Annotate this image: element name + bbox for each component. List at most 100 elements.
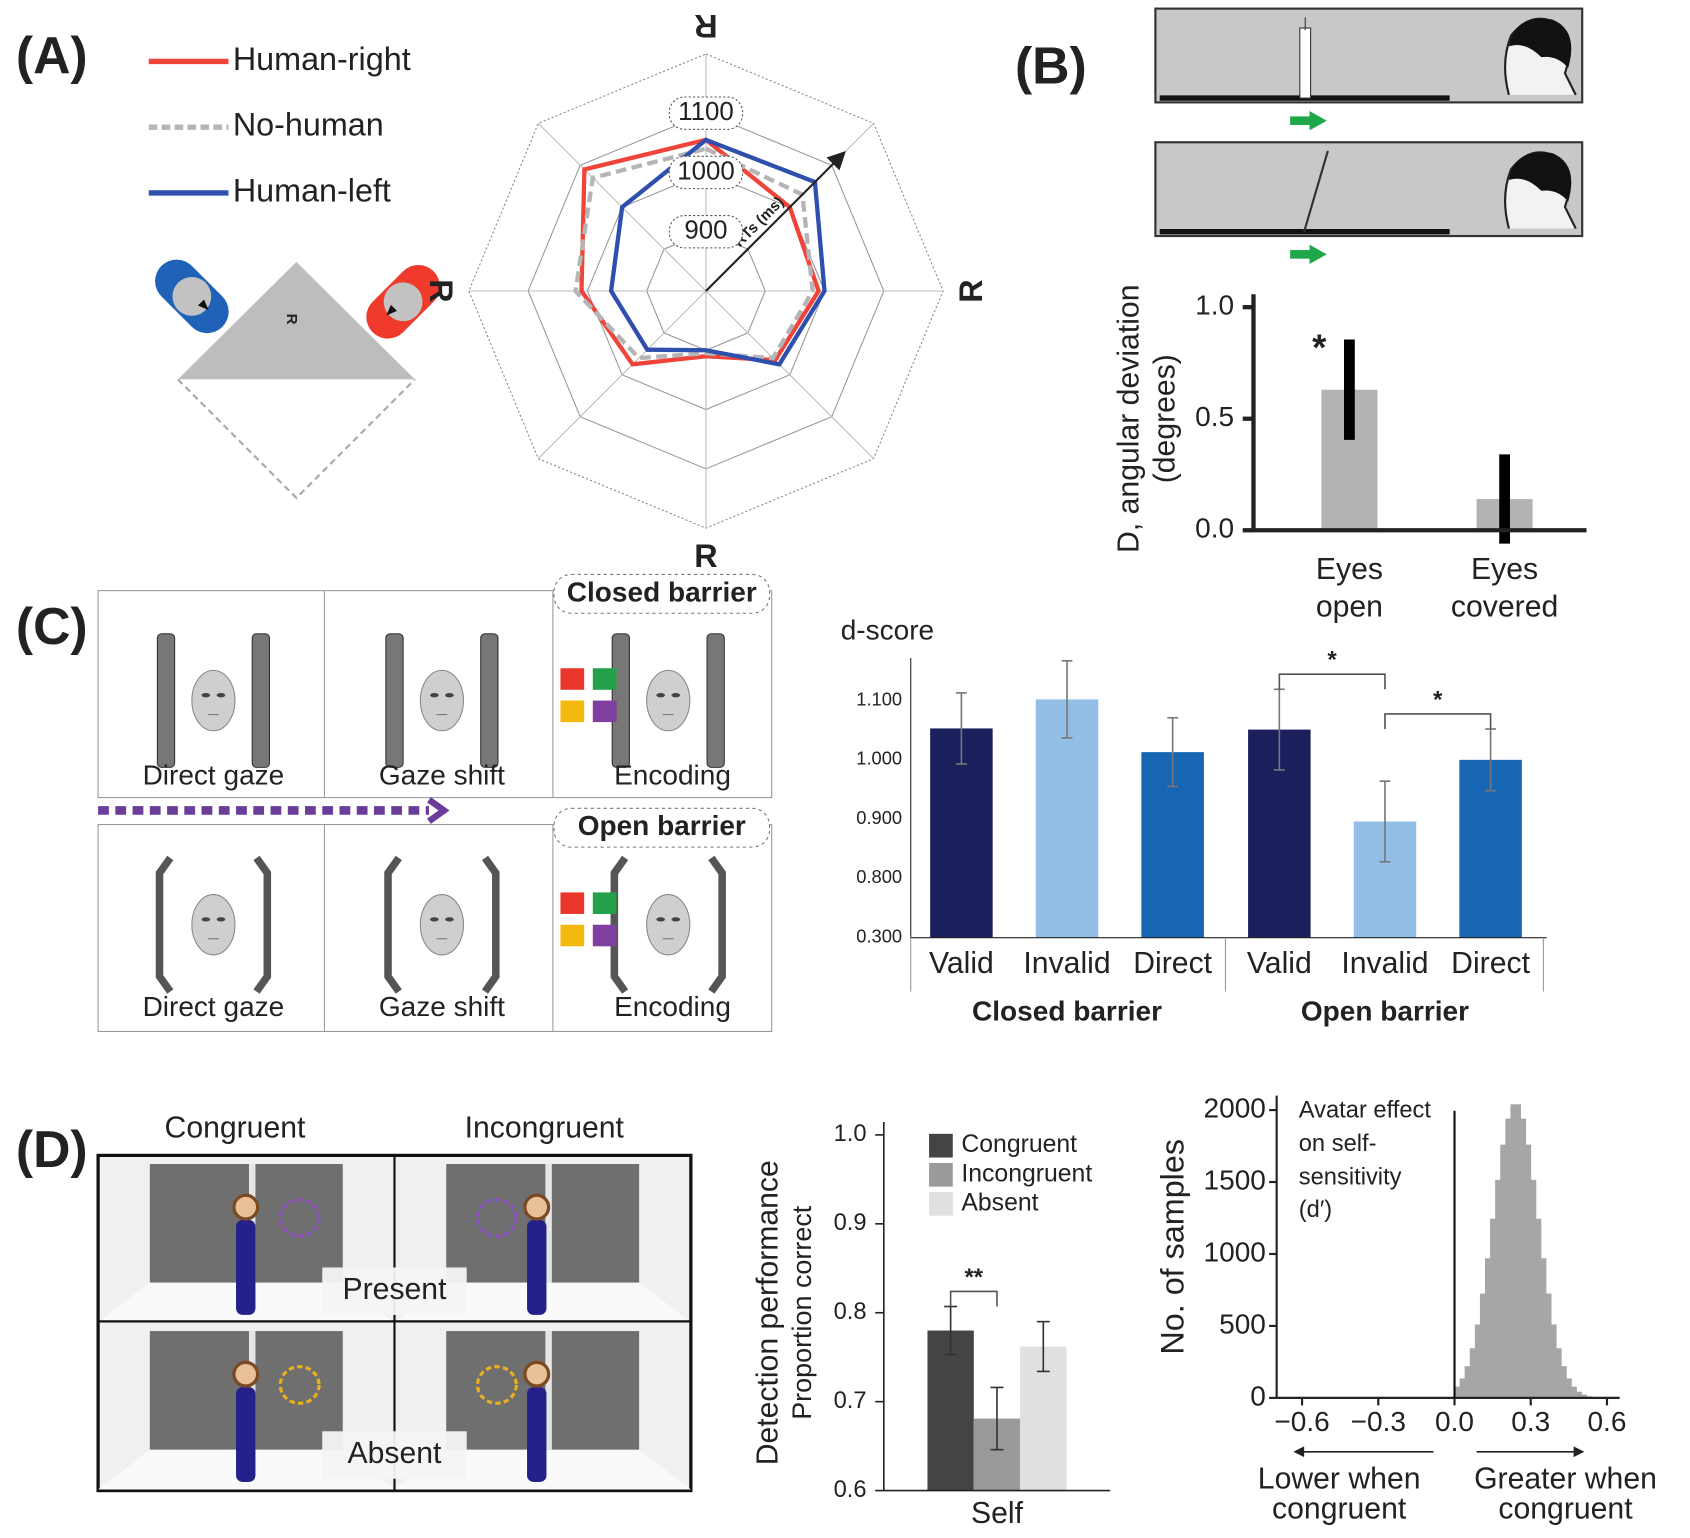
r-tick-label: 1000 xyxy=(677,157,735,185)
category-label: R xyxy=(694,8,717,44)
y-tick-label: 0.9 xyxy=(834,1210,867,1236)
y-tick-label: 0.5 xyxy=(1195,401,1234,432)
histogram-bar xyxy=(1545,1293,1552,1398)
histogram-bar xyxy=(1540,1258,1547,1398)
x-tick-label-box: Eyes covered xyxy=(1450,551,1559,623)
condition-label: Open barrier xyxy=(578,810,746,841)
radar-series xyxy=(573,146,815,361)
column-label: Incongruent xyxy=(465,1111,625,1144)
group-label: Closed barrier xyxy=(972,996,1162,1027)
histogram-bar xyxy=(1490,1218,1496,1398)
hair xyxy=(1508,18,1572,68)
tick-label-box xyxy=(668,215,744,249)
y-axis-label: No. of samples xyxy=(1154,1139,1190,1355)
axis-arrowhead xyxy=(826,151,846,171)
histogram-bar xyxy=(1525,1144,1532,1398)
y-axis-label: D, angular deviation (degrees) xyxy=(1111,284,1181,553)
x-tick-label-box: Direct xyxy=(1451,946,1531,980)
x-tick-label: Direct xyxy=(1451,946,1531,980)
step-label: Direct gaze xyxy=(143,991,285,1022)
radar-series xyxy=(579,137,821,367)
histogram-bar xyxy=(1510,1104,1516,1398)
y-tick-label: 1.100 xyxy=(856,688,902,709)
legend-label: Absent xyxy=(961,1189,1038,1216)
legend-label: Human-right xyxy=(233,41,411,77)
annotation: Avatar effect on self-sensitivity (d′) xyxy=(1298,1096,1432,1223)
stimulus-square xyxy=(592,700,617,723)
room-outline xyxy=(177,378,416,500)
histogram-bar xyxy=(1571,1386,1577,1398)
barrier xyxy=(155,855,272,994)
step-label: Direct gaze xyxy=(143,759,285,790)
x-tick-label: −0.3 xyxy=(1351,1406,1406,1437)
legend-label: No-human xyxy=(233,107,384,143)
x-tick-label: Eyes covered xyxy=(1450,551,1559,623)
chart-title: d-score xyxy=(841,615,934,646)
histogram-bar xyxy=(1530,1179,1537,1398)
x-tick-label: 0.6 xyxy=(1587,1406,1626,1437)
radar-spoke xyxy=(705,290,875,460)
eye xyxy=(671,693,681,698)
legend-swatch xyxy=(929,1162,953,1187)
grid-top xyxy=(97,590,773,799)
stimulus-square xyxy=(592,892,617,914)
y-tick-label: 1.0 xyxy=(834,1121,867,1147)
histogram-bar xyxy=(1561,1366,1567,1398)
radar-spoke xyxy=(537,290,707,460)
row-label: Present xyxy=(343,1273,448,1306)
arrow-shaft xyxy=(1290,116,1312,126)
barrier xyxy=(385,633,404,768)
x-tick-label-box: Self xyxy=(970,1495,1023,1530)
eye xyxy=(430,917,439,922)
panel-label: (C) xyxy=(16,597,88,655)
x-note-box: Lower when congruent xyxy=(1258,1464,1421,1524)
avatar-body xyxy=(236,1387,256,1482)
histogram-bar xyxy=(1515,1104,1521,1398)
y-tick-label: 0.7 xyxy=(834,1388,867,1414)
human-nose xyxy=(197,299,209,311)
stimulus-square xyxy=(560,924,585,947)
human-icon xyxy=(155,259,229,334)
x-tick-label: Self xyxy=(970,1495,1023,1530)
avatar-head xyxy=(523,1360,551,1388)
histogram-bar xyxy=(1566,1378,1572,1398)
stimulus-square xyxy=(560,700,585,723)
eye xyxy=(201,917,211,922)
y-axis-label-box: D, angular deviation (degrees) xyxy=(1111,284,1181,553)
histogram-bar xyxy=(1454,1386,1461,1398)
condition-box xyxy=(553,573,771,614)
bar xyxy=(927,1330,974,1491)
stimulus-square xyxy=(560,892,585,914)
avatar-body xyxy=(236,1220,256,1315)
step-label: Encoding xyxy=(614,991,731,1022)
room-gap xyxy=(545,1164,552,1283)
histogram-bar xyxy=(1495,1179,1501,1398)
x-tick-label-box: Eyes open xyxy=(1315,551,1383,623)
tick-label-box xyxy=(668,155,744,190)
legend-label: Human-left xyxy=(233,172,391,208)
x-tick-label-box: Direct xyxy=(1133,946,1212,979)
x-tick-label-box: Invalid xyxy=(1341,946,1429,980)
x-tick-label: Eyes open xyxy=(1315,551,1383,623)
significance-label: ** xyxy=(965,1265,984,1291)
room-triangle xyxy=(177,261,415,380)
column-label: Congruent xyxy=(165,1111,306,1144)
human-icon xyxy=(366,264,440,339)
x-tick-label: Invalid xyxy=(1341,946,1429,980)
row-label-box xyxy=(322,1431,467,1479)
face xyxy=(646,894,691,956)
grid-bottom xyxy=(97,823,773,1032)
row-label: Absent xyxy=(348,1437,443,1470)
avatar-head xyxy=(232,1360,260,1388)
barrier xyxy=(706,633,725,768)
significance-bracket xyxy=(1278,673,1386,690)
histogram-bar xyxy=(1556,1348,1562,1398)
y-tick-label: 0.8 xyxy=(834,1299,867,1325)
barrier xyxy=(251,633,271,768)
stimulus-square xyxy=(592,668,617,690)
y-tick-label: 0.6 xyxy=(834,1477,867,1503)
y-axis-label: Detection performance xyxy=(752,1160,785,1465)
avatar-head xyxy=(523,1193,551,1221)
x-tick-label: Invalid xyxy=(1023,946,1111,980)
avatar-body xyxy=(527,1387,547,1482)
